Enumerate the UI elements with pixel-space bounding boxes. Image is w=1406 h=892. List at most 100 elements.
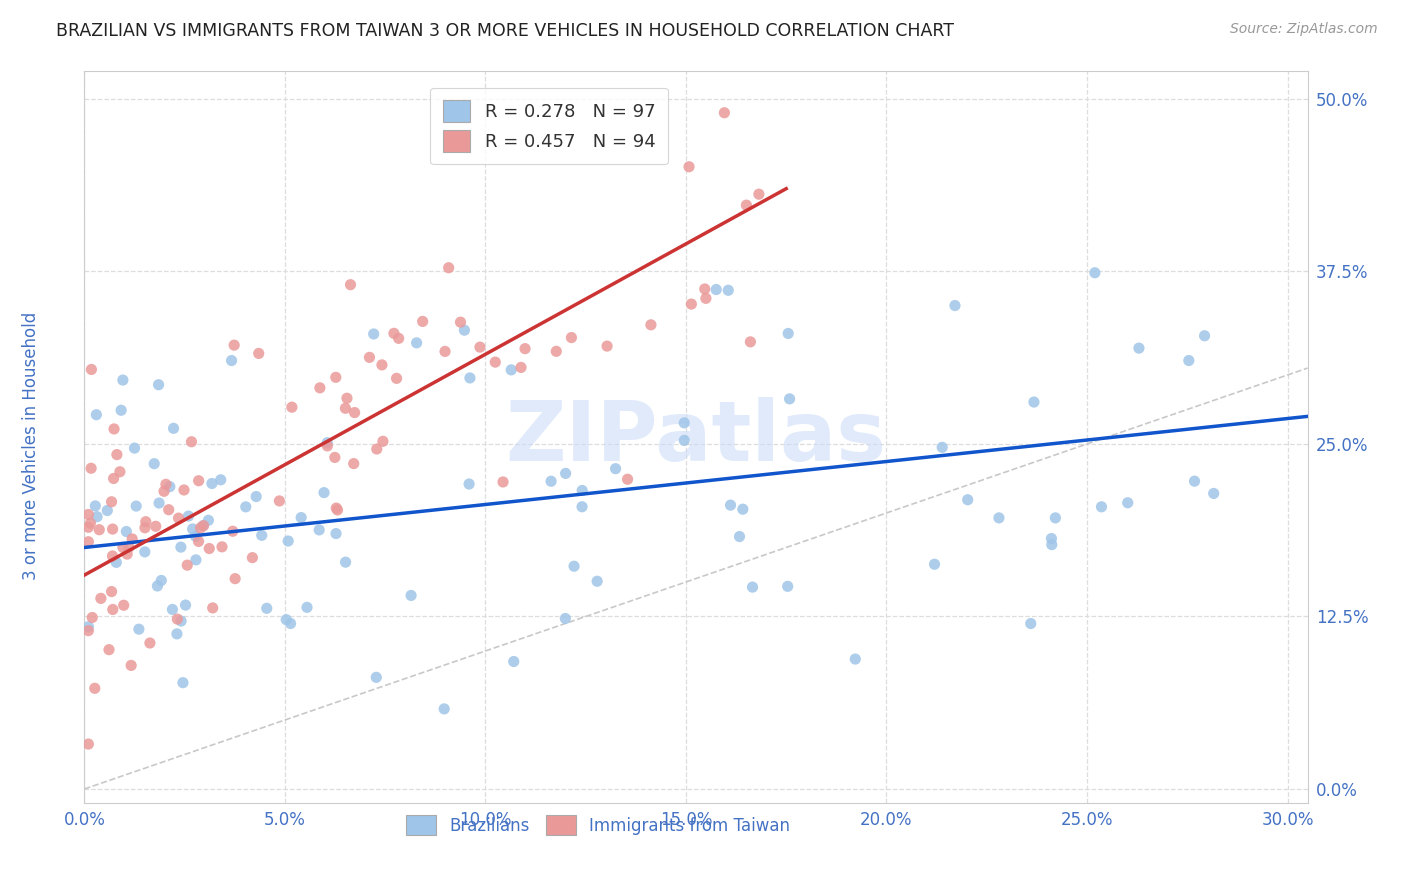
Point [731, 502, 754, 516]
Point [77, 624, 100, 638]
Text: ZIPatlas: ZIPatlas [506, 397, 886, 477]
Point [336, 391, 359, 405]
Point [695, 291, 717, 305]
Point [100, 495, 122, 509]
Point [740, 334, 762, 349]
Point [748, 187, 770, 202]
Point [458, 477, 481, 491]
Point [170, 614, 193, 628]
Point [211, 540, 233, 554]
Point [437, 260, 460, 275]
Point [385, 371, 408, 385]
Point [720, 498, 742, 512]
Point [201, 601, 224, 615]
Point [1019, 616, 1042, 631]
Point [388, 331, 411, 345]
Point [247, 346, 270, 360]
Point [86, 509, 108, 524]
Point [513, 342, 536, 356]
Point [468, 340, 491, 354]
Point [166, 627, 188, 641]
Point [155, 477, 177, 491]
Point [77, 737, 100, 751]
Point [201, 476, 224, 491]
Point [112, 599, 135, 613]
Point [103, 422, 125, 436]
Point [250, 528, 273, 542]
Point [586, 574, 609, 589]
Point [546, 344, 568, 359]
Point [242, 550, 264, 565]
Point [153, 484, 176, 499]
Point [924, 558, 946, 572]
Point [778, 326, 800, 341]
Point [139, 636, 162, 650]
Point [325, 370, 347, 384]
Point [741, 580, 763, 594]
Point [120, 658, 142, 673]
Point [89, 523, 111, 537]
Point [101, 522, 124, 536]
Point [176, 558, 198, 573]
Point [343, 457, 366, 471]
Point [704, 283, 727, 297]
Point [180, 434, 202, 449]
Point [776, 579, 799, 593]
Point [281, 400, 304, 414]
Point [83, 681, 105, 696]
Point [1045, 511, 1067, 525]
Point [77, 520, 100, 534]
Point [405, 335, 427, 350]
Point [492, 475, 515, 489]
Point [269, 494, 291, 508]
Point [193, 518, 215, 533]
Point [128, 622, 150, 636]
Point [343, 406, 366, 420]
Point [222, 524, 245, 539]
Point [339, 277, 361, 292]
Point [1040, 532, 1063, 546]
Point [111, 541, 134, 555]
Point [453, 323, 475, 337]
Point [510, 360, 533, 375]
Point [177, 509, 200, 524]
Point [359, 351, 381, 365]
Point [312, 485, 335, 500]
Point [256, 601, 278, 615]
Point [987, 511, 1010, 525]
Point [412, 314, 434, 328]
Point [170, 540, 193, 554]
Point [80, 362, 103, 376]
Point [143, 457, 166, 471]
Point [103, 471, 125, 485]
Point [562, 559, 585, 574]
Point [198, 541, 221, 556]
Point [728, 530, 751, 544]
Point [162, 421, 184, 435]
Point [434, 344, 457, 359]
Point [290, 510, 312, 524]
Point [616, 472, 638, 486]
Point [124, 441, 146, 455]
Point [371, 358, 394, 372]
Point [605, 461, 627, 475]
Point [162, 602, 184, 616]
Point [673, 434, 696, 448]
Point [118, 541, 141, 555]
Point [125, 499, 148, 513]
Point [100, 584, 122, 599]
Point [325, 526, 347, 541]
Point [148, 377, 170, 392]
Point [540, 475, 562, 489]
Point [560, 330, 582, 344]
Point [382, 326, 405, 341]
Point [277, 534, 299, 549]
Point [224, 338, 246, 352]
Point [956, 492, 979, 507]
Point [554, 611, 576, 625]
Point [1040, 538, 1063, 552]
Point [166, 612, 188, 626]
Point [713, 105, 735, 120]
Point [308, 523, 330, 537]
Point [1116, 496, 1139, 510]
